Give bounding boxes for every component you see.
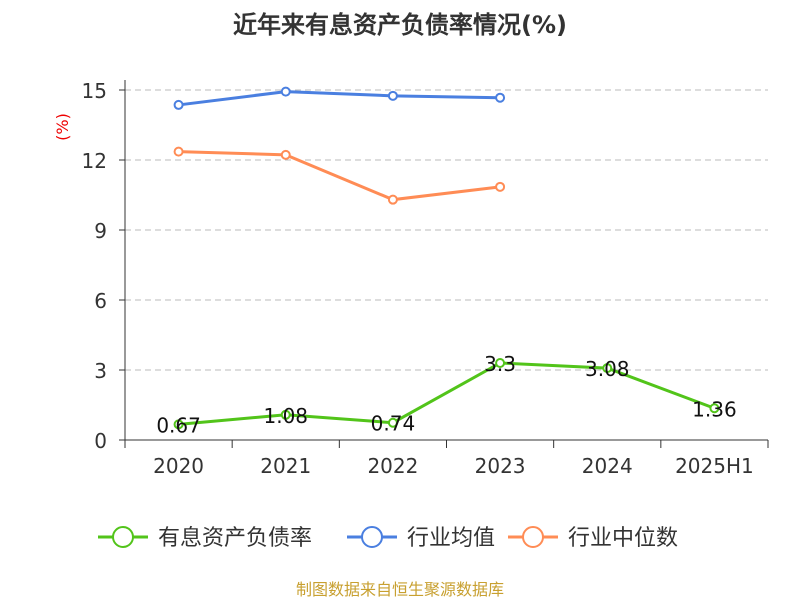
y-axis-label: (%) — [53, 113, 72, 141]
data-label: 1.08 — [263, 404, 308, 428]
data-point — [387, 90, 398, 101]
x-tick-label: 2020 — [153, 454, 204, 478]
x-tick-label: 2025H1 — [675, 454, 754, 478]
legend-marker — [361, 526, 383, 548]
data-point — [495, 358, 506, 368]
legend-marker — [112, 526, 134, 548]
y-tick-label: 3 — [94, 359, 107, 383]
y-tick-label: 12 — [82, 149, 107, 173]
legend-label: 行业均值 — [407, 526, 495, 551]
x-tick-label: 2022 — [367, 454, 418, 478]
data-point — [495, 181, 506, 192]
legend-marker — [522, 526, 544, 548]
y-tick-label: 0 — [94, 429, 107, 453]
data-label: 0.74 — [371, 412, 416, 436]
data-point — [602, 363, 613, 374]
data-point — [280, 409, 291, 420]
data-point — [280, 149, 291, 160]
y-tick-label: 15 — [82, 79, 107, 103]
x-tick-label: 2024 — [582, 454, 633, 478]
data-point — [280, 86, 291, 97]
y-tick-label: 9 — [94, 219, 107, 243]
series-line — [178, 150, 501, 202]
data-label: 3.08 — [585, 357, 630, 381]
x-tick-label: 2021 — [260, 454, 311, 478]
data-point — [709, 403, 720, 414]
data-point — [173, 419, 184, 430]
data-label: 1.36 — [692, 397, 737, 421]
series-line — [178, 361, 715, 426]
data-point — [387, 194, 398, 205]
x-tick-label: 2023 — [475, 454, 526, 478]
data-label: 3.3 — [484, 352, 516, 376]
data-point — [173, 99, 184, 110]
data-label: 0.67 — [156, 413, 201, 437]
series-line — [178, 90, 501, 107]
source-note: 制图数据来自恒生聚源数据库 — [296, 580, 504, 599]
chart-title: 近年来有息资产负债率情况(%) — [233, 11, 567, 39]
data-point — [495, 92, 506, 103]
data-point — [387, 417, 398, 428]
legend-label: 行业中位数 — [568, 526, 678, 551]
y-tick-label: 6 — [94, 289, 107, 313]
legend-label: 有息资产负债率 — [158, 526, 312, 551]
data-point — [173, 146, 184, 157]
